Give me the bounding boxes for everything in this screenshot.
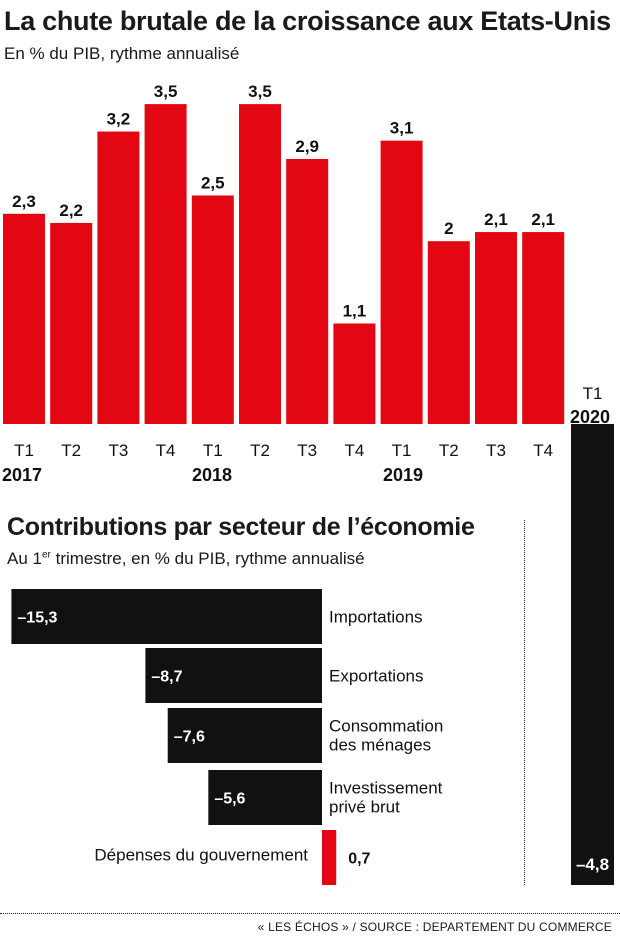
gdp-value-label: 2,2: [59, 201, 83, 220]
contribution-category-label: des ménages: [329, 736, 431, 755]
contributions-bar-chart: –15,3 Importations –8,7 Exportations –7,6 Con…: [11, 589, 443, 885]
gdp-bar: [475, 232, 517, 424]
gdp-bar: [239, 104, 281, 424]
gdp-bar: [286, 158, 329, 424]
subtitle-superscript: er: [41, 549, 51, 561]
contribution-bar: [322, 830, 337, 885]
separator-dotted-vertical: [524, 520, 525, 885]
gdp-bar: [3, 213, 45, 424]
gdp-bar: [380, 140, 423, 424]
x-tick-label: T4: [156, 441, 176, 460]
x-tick-label: T3: [486, 441, 506, 460]
x-tick-label: T4: [344, 441, 364, 460]
contribution-bar: [145, 648, 322, 703]
source-credit: « LES ÉCHOS » / SOURCE : DEPARTEMENT DU …: [257, 920, 612, 934]
year-label: 2020: [570, 407, 610, 427]
x-tick-label: T2: [61, 441, 81, 460]
contribution-value-label: 0,7: [348, 851, 370, 868]
gdp-value-label: 1,1: [343, 301, 367, 320]
x-tick-label: T3: [297, 441, 317, 460]
gdp-bar-chart: 2,3 T1 2,2 T2 3,2 T3 3,5 T4 2,5 T1 3,5 T2 2,9 T3 1,1 T4…: [2, 82, 614, 885]
contribution-category-label: Exportations: [329, 667, 424, 686]
gdp-value-label: 2,1: [531, 210, 555, 229]
x-tick-label: T1: [203, 441, 223, 460]
gdp-bar: [50, 222, 93, 424]
contribution-bar: [208, 770, 322, 825]
gdp-bar: [427, 241, 470, 424]
contribution-category-label: Consommation: [329, 717, 443, 736]
year-label: 2018: [192, 465, 232, 485]
gdp-bar: [97, 131, 140, 424]
gdp-value-label: 2: [444, 219, 453, 238]
gdp-value-label: 2,5: [201, 174, 225, 193]
chart-subtitle: En % du PIB, rythme annualisé: [4, 44, 240, 63]
x-tick-label: T3: [108, 441, 128, 460]
gdp-bar: [522, 232, 565, 424]
gdp-bar: [144, 104, 187, 424]
gdp-bar: [571, 424, 614, 885]
contribution-value-label: –7,6: [174, 729, 205, 746]
x-tick-label: T2: [439, 441, 459, 460]
gdp-value-label: 2,1: [484, 210, 508, 229]
gdp-value-label: –4,8: [576, 855, 609, 874]
contribution-category-label: privé brut: [329, 798, 400, 817]
subtitle-prefix: Au 1: [7, 549, 42, 568]
gdp-value-label: 2,3: [12, 192, 36, 211]
x-tick-label: T2: [250, 441, 270, 460]
gdp-bar: [333, 323, 376, 424]
footer-rule: [0, 913, 620, 914]
gdp-value-label: 3,5: [154, 82, 178, 101]
contribution-category-label: Investissement: [329, 779, 443, 798]
x-tick-label: T1: [14, 441, 34, 460]
gdp-bar: [191, 195, 234, 424]
contributions-subtitle: Au 1er trimestre, en % du PIB, rythme an…: [7, 549, 365, 569]
contribution-value-label: –5,6: [214, 791, 245, 808]
contribution-value-label: –15,3: [17, 610, 57, 627]
x-tick-label: T1: [392, 441, 412, 460]
contribution-category-label: Importations: [329, 608, 423, 627]
gdp-value-label: 3,1: [390, 119, 414, 138]
contribution-value-label: –8,7: [151, 669, 182, 686]
chart-title: La chute brutale de la croissance aux Et…: [4, 6, 611, 36]
year-label: 2017: [2, 465, 42, 485]
x-tick-label: T1: [583, 384, 603, 403]
contribution-bar: [11, 589, 322, 644]
gdp-value-label: 3,5: [248, 82, 272, 101]
gdp-value-label: 2,9: [295, 137, 319, 156]
contribution-bar: [167, 708, 322, 763]
year-label: 2019: [383, 465, 423, 485]
contributions-title: Contributions par secteur de l’économie: [7, 513, 475, 541]
subtitle-suffix: trimestre, en % du PIB, rythme annualisé: [50, 549, 365, 568]
contribution-category-label: Dépenses du gouvernement: [94, 846, 308, 865]
gdp-value-label: 3,2: [107, 110, 131, 129]
x-tick-label: T4: [533, 441, 553, 460]
